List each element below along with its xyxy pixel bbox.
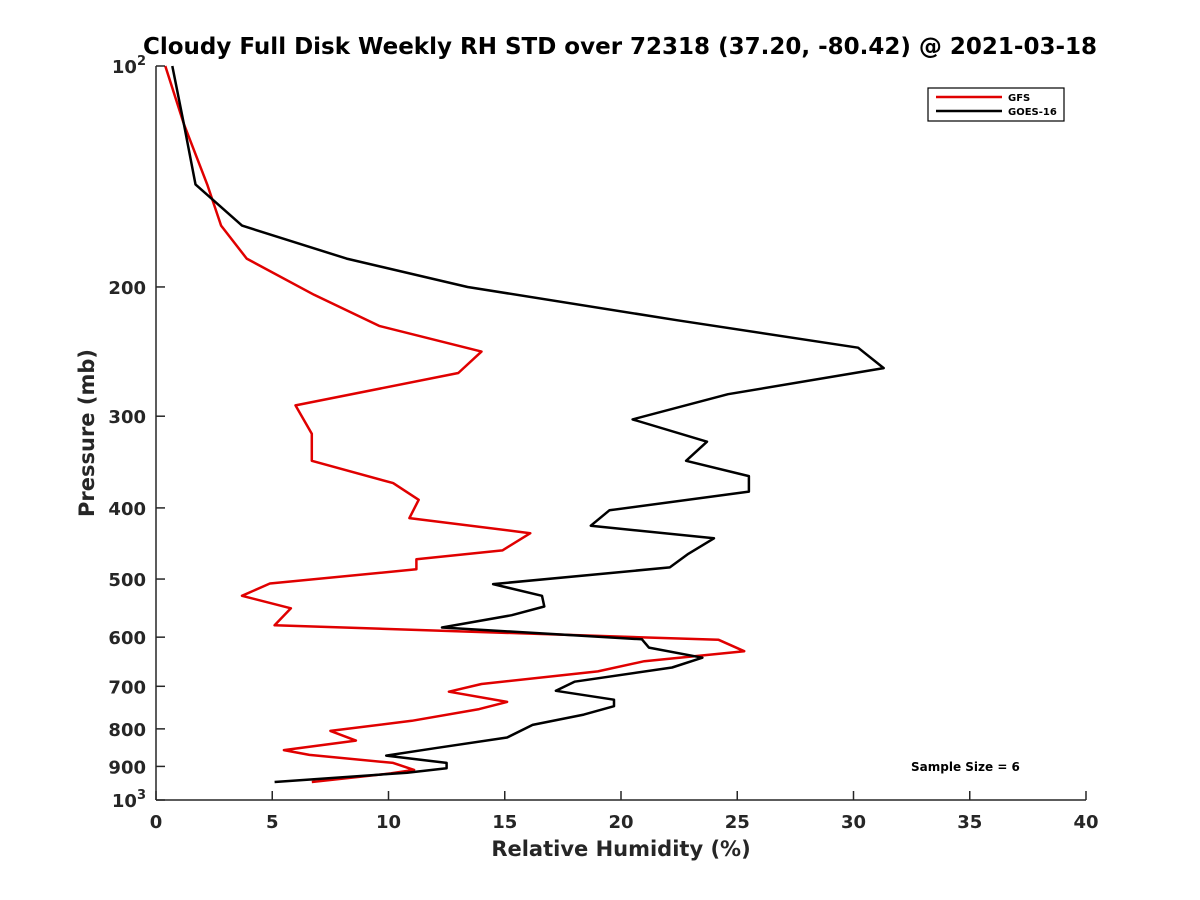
x-tick-label: 15 bbox=[492, 812, 517, 833]
y-tick-label: 800 bbox=[108, 720, 146, 741]
y-tick-label: 900 bbox=[108, 757, 146, 778]
x-tick-label: 0 bbox=[150, 812, 163, 833]
legend: GFS GOES-16 bbox=[927, 87, 1065, 122]
y-tick-label: 700 bbox=[108, 677, 146, 698]
y-tick-label: 102 bbox=[112, 54, 146, 78]
legend-label-gfs: GFS bbox=[1008, 93, 1030, 104]
plot-lines bbox=[164, 65, 885, 784]
y-tick-label: 600 bbox=[108, 628, 146, 649]
legend-box bbox=[927, 87, 1065, 122]
x-tick-label: 35 bbox=[957, 812, 982, 833]
x-axis-ticks: 0 5 10 15 20 25 30 35 40 bbox=[150, 791, 1099, 833]
chart-title: Cloudy Full Disk Weekly RH STD over 7231… bbox=[143, 34, 1097, 60]
x-tick-label: 5 bbox=[266, 812, 279, 833]
legend-label-goes16: GOES-16 bbox=[1008, 107, 1057, 118]
y-tick-label: 400 bbox=[108, 499, 146, 520]
x-tick-label: 20 bbox=[608, 812, 633, 833]
x-axis-label: Relative Humidity (%) bbox=[491, 837, 750, 861]
y-axis-label: Pressure (mb) bbox=[75, 349, 99, 517]
y-tick-label: 300 bbox=[108, 407, 146, 428]
y-tick-label: 500 bbox=[108, 570, 146, 591]
x-tick-label: 30 bbox=[841, 812, 866, 833]
series-line-goes16 bbox=[171, 65, 885, 784]
sample-size-annotation: Sample Size = 6 bbox=[911, 760, 1020, 774]
x-tick-label: 10 bbox=[376, 812, 401, 833]
y-tick-label: 200 bbox=[108, 278, 146, 299]
series-line-gfs bbox=[164, 65, 746, 784]
x-tick-label: 25 bbox=[725, 812, 750, 833]
x-tick-label: 40 bbox=[1073, 812, 1098, 833]
